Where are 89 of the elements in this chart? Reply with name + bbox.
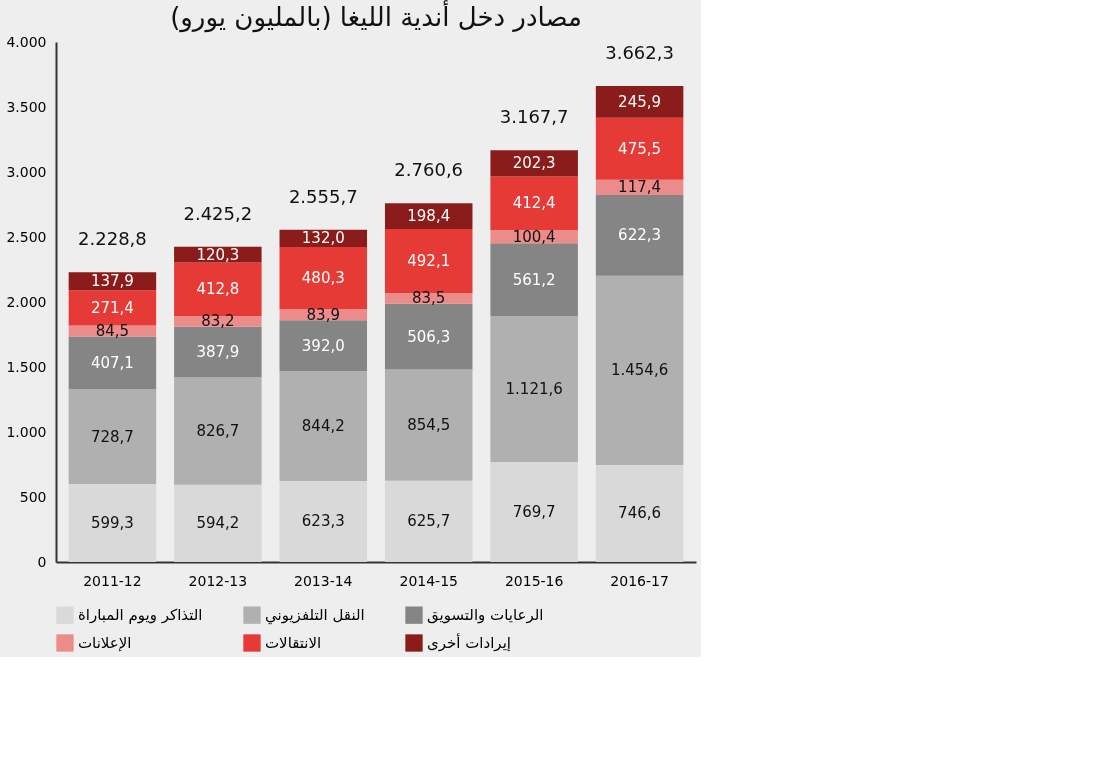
bar <box>384 369 473 481</box>
data-label: 407,1 <box>90 353 134 372</box>
x-tick-label: 2015-16 <box>504 572 564 589</box>
y-tick-label: 1.500 <box>6 358 47 375</box>
data-label: 826,7 <box>196 422 240 441</box>
data-label: 137,9 <box>90 272 134 291</box>
data-label: 475,5 <box>618 139 662 158</box>
data-label: 117,4 <box>618 178 662 197</box>
bar <box>595 464 684 562</box>
data-label: 622,3 <box>618 226 662 245</box>
y-tick-label: 2.000 <box>6 293 47 310</box>
bar <box>595 117 684 180</box>
data-label: 83,5 <box>412 289 446 308</box>
bar <box>68 336 157 390</box>
data-label: 623,3 <box>301 512 345 531</box>
x-tick-label: 2011-12 <box>83 572 142 589</box>
bar <box>384 228 473 293</box>
data-label: 100,4 <box>512 227 556 246</box>
data-label: 83,9 <box>306 305 340 324</box>
bar <box>490 461 578 562</box>
bar <box>68 484 157 562</box>
bar <box>595 194 684 276</box>
legend-label: الرعايات والتسويق <box>427 606 544 625</box>
bar <box>384 303 473 370</box>
bar <box>384 480 473 562</box>
bar <box>595 275 684 465</box>
legend-label: الإعلانات <box>78 634 132 652</box>
data-label: 83,2 <box>201 312 235 331</box>
data-label: 492,1 <box>407 251 451 270</box>
data-label: 594,2 <box>196 514 240 533</box>
bar <box>490 150 578 177</box>
x-tick-label: 2013-14 <box>294 572 353 589</box>
x-tick-label: 2016-17 <box>610 572 669 589</box>
data-label: 844,2 <box>301 417 345 436</box>
data-label: 271,4 <box>90 298 134 317</box>
legend-label: التذاكر ويوم المباراة <box>78 606 203 625</box>
data-label: 202,3 <box>512 154 556 173</box>
data-label: 84,5 <box>95 321 130 340</box>
data-label: 120,3 <box>196 245 240 264</box>
y-tick-label: 3.500 <box>6 98 47 115</box>
y-tick-label: 0 <box>37 553 47 570</box>
data-label: 561,2 <box>512 270 556 289</box>
data-label: 1.121,6 <box>505 380 563 399</box>
legend-label: النقل التلفزيوني <box>265 606 365 626</box>
y-tick-label: 500 <box>19 488 47 505</box>
data-label: 412,4 <box>512 194 556 213</box>
total-label: 2.425,2 <box>183 202 253 224</box>
data-label: 387,9 <box>196 343 240 362</box>
bar <box>490 176 578 231</box>
data-label: 132,0 <box>301 229 345 248</box>
bar <box>174 377 262 485</box>
total-label: 3.167,7 <box>499 106 569 128</box>
total-label: 2.555,7 <box>288 185 358 207</box>
bar <box>279 480 368 562</box>
y-tick-label: 1.000 <box>6 423 47 440</box>
bar <box>279 246 368 310</box>
data-label: 506,3 <box>407 327 451 346</box>
bar <box>174 484 262 562</box>
bar <box>68 290 157 326</box>
data-label: 854,5 <box>407 416 451 435</box>
data-label: 625,7 <box>407 512 451 531</box>
data-label: 746,6 <box>618 504 662 523</box>
y-tick-label: 3.000 <box>6 163 47 180</box>
total-label: 2.760,6 <box>394 159 464 181</box>
total-label: 2.228,8 <box>78 228 147 250</box>
x-tick-label: 2012-13 <box>188 572 248 589</box>
y-tick-label: 2.500 <box>6 228 47 245</box>
data-label: 198,4 <box>407 207 451 226</box>
data-label: 480,3 <box>301 269 345 288</box>
x-tick-label: 2014-15 <box>399 572 458 589</box>
data-label: 599,3 <box>90 514 134 533</box>
bar <box>490 243 578 317</box>
data-label: 769,7 <box>512 502 556 521</box>
bar <box>279 371 368 481</box>
legend-label: إيرادات أخرى <box>427 633 511 652</box>
chart-title: مصادر دخل أندية الليغا (بالمليون يورو) <box>170 0 582 33</box>
bar <box>595 85 684 118</box>
total-label: 3.662,3 <box>605 41 674 63</box>
legend-label: الانتقالات <box>265 634 322 652</box>
data-label: 392,0 <box>301 336 345 355</box>
bar <box>68 389 157 485</box>
data-label: 245,9 <box>618 92 662 111</box>
data-label: 1.454,6 <box>610 361 669 380</box>
data-label: 728,7 <box>90 427 134 446</box>
y-tick-label: 4.000 <box>6 33 47 50</box>
data-label: 412,8 <box>196 280 240 299</box>
bar <box>174 326 262 378</box>
bar <box>279 320 368 372</box>
bar <box>490 316 578 462</box>
